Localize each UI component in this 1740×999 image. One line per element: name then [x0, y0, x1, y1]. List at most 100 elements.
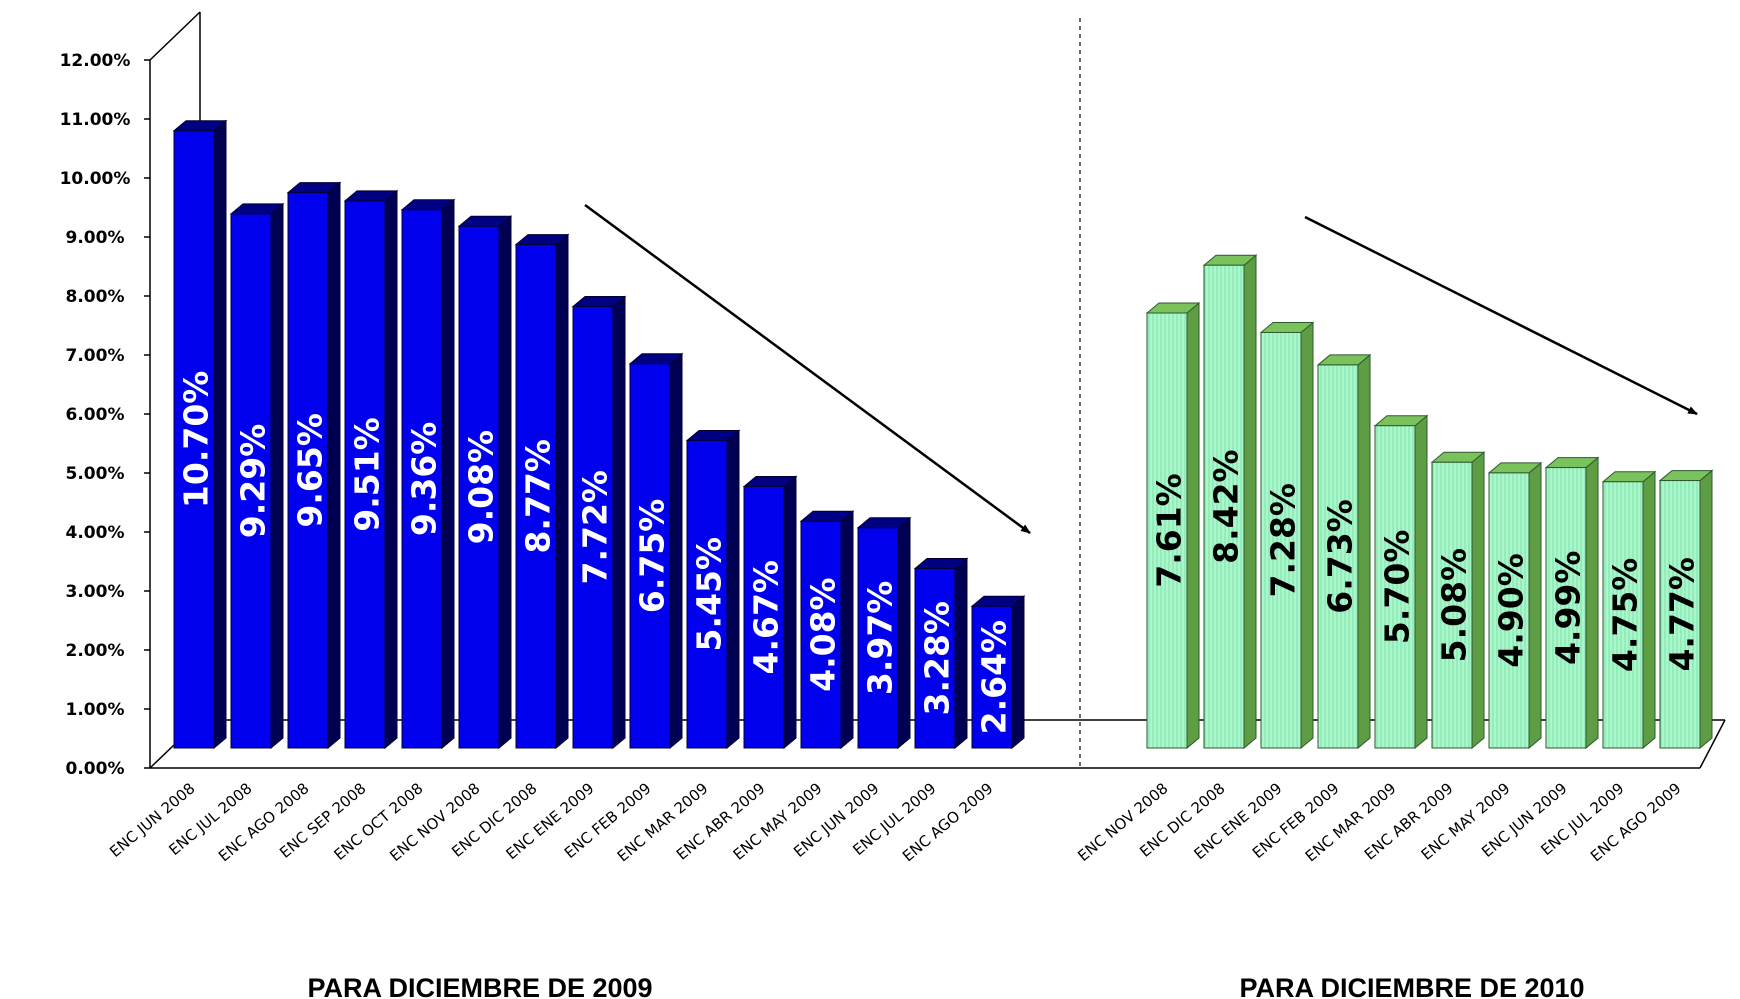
bar-side	[726, 429, 740, 750]
y-tick-label: 4.00%	[66, 523, 125, 543]
trend-arrow-2010	[1304, 215, 1698, 416]
data-label: 8.42%	[1207, 449, 1246, 564]
bar: 5.08%	[1430, 451, 1486, 750]
floor-right-edge	[1699, 719, 1726, 769]
bar: 9.36%	[400, 198, 456, 750]
bar: 5.70%	[1373, 414, 1429, 750]
bar-front	[1602, 481, 1644, 749]
trend-arrow-2009	[584, 203, 1031, 535]
bar-front	[1374, 425, 1416, 749]
data-label: 4.75%	[1606, 558, 1645, 673]
bar: 6.73%	[1316, 353, 1372, 750]
bar-side	[1471, 451, 1485, 750]
bar-side	[1243, 254, 1257, 750]
y-tick-label: 10.00%	[60, 169, 131, 189]
bar: 4.77%	[1658, 469, 1714, 750]
bar-side	[213, 119, 227, 750]
data-label: 8.77%	[519, 439, 558, 554]
y-tick-label: 3.00%	[66, 582, 125, 602]
bar-front	[458, 225, 500, 749]
data-label: 5.45%	[690, 537, 729, 652]
bar: 7.61%	[1145, 301, 1201, 750]
bar-side	[840, 510, 854, 750]
data-label: 7.61%	[1150, 473, 1189, 588]
bar-front	[914, 567, 956, 749]
bar-front	[1203, 264, 1245, 749]
bar: 7.72%	[571, 295, 627, 750]
data-label: 9.51%	[348, 417, 387, 531]
back-wall-top-edge	[149, 11, 201, 61]
data-label: 6.75%	[633, 499, 672, 614]
bar: 3.28%	[913, 557, 969, 750]
bar-side	[612, 295, 626, 750]
bar-side	[783, 475, 797, 750]
y-tick-label: 8.00%	[66, 287, 125, 307]
bar-front	[515, 244, 557, 749]
bar: 4.90%	[1487, 461, 1543, 750]
data-label: 9.29%	[234, 424, 273, 539]
data-label: 4.99%	[1549, 551, 1588, 666]
bar-side	[270, 202, 284, 750]
bar-front	[1659, 480, 1701, 749]
data-label: 4.90%	[1492, 553, 1531, 668]
bar-side	[384, 189, 398, 750]
data-label: 5.08%	[1435, 548, 1474, 663]
bar-side	[1011, 595, 1025, 750]
bar-front	[686, 439, 728, 749]
bar-side	[1414, 414, 1428, 750]
data-label: 4.77%	[1663, 557, 1702, 672]
bar-front	[629, 363, 671, 749]
bar-side	[669, 352, 683, 750]
bar-side	[1699, 469, 1713, 750]
bar: 10.70%	[172, 119, 228, 750]
bar-front	[857, 527, 899, 749]
y-tick-label: 1.00%	[66, 700, 125, 720]
bar-front	[1260, 331, 1302, 749]
bar: 8.42%	[1202, 254, 1258, 750]
bar-front	[230, 213, 272, 749]
data-label: 3.28%	[918, 601, 957, 716]
bar-side	[327, 181, 341, 750]
data-label: 4.67%	[747, 560, 786, 675]
bar: 9.65%	[286, 181, 342, 750]
bar-side	[1528, 461, 1542, 750]
bar-side	[954, 557, 968, 750]
bar: 9.08%	[457, 215, 513, 750]
bar-front	[344, 200, 386, 749]
bar: 4.75%	[1601, 470, 1657, 750]
bar: 4.08%	[799, 510, 855, 750]
bar: 4.67%	[742, 475, 798, 750]
y-tick-label: 12.00%	[60, 51, 131, 71]
y-tick-label: 6.00%	[66, 405, 125, 425]
y-tick-label: 5.00%	[66, 464, 125, 484]
bar-side	[1585, 456, 1599, 750]
bar-front	[1317, 364, 1359, 749]
data-label: 9.36%	[405, 422, 444, 537]
bar: 9.29%	[229, 202, 285, 750]
bar-side	[897, 516, 911, 750]
bar-front	[1545, 467, 1587, 749]
chart-title-2010: PARA DICIEMBRE DE 2010	[1239, 973, 1584, 999]
bar-side	[1186, 301, 1200, 750]
bar-side	[555, 233, 569, 750]
bar-side	[1300, 321, 1314, 750]
bar: 9.51%	[343, 189, 399, 750]
bar: 7.28%	[1259, 321, 1315, 750]
bar-marks: 10.70% 9.29% 9.65% 9.51% 9.36% 9.08% 8.77% 7.72…	[172, 119, 1714, 750]
bar-side	[441, 198, 455, 750]
y-tick-label: 9.00%	[66, 228, 125, 248]
bar-front	[1431, 461, 1473, 749]
bar-front	[800, 520, 842, 749]
y-tick-label: 0.00%	[66, 759, 125, 779]
bar: 6.75%	[628, 352, 684, 750]
bar-front	[1488, 472, 1530, 749]
bar: 5.45%	[685, 429, 741, 750]
y-axis-tick-labels: 0.00% 1.00% 2.00% 3.00% 4.00% 5.00% 6.00% 7.00%…	[60, 51, 150, 779]
y-tick-label: 2.00%	[66, 641, 125, 661]
bar-side	[1357, 353, 1371, 750]
bar-front	[971, 605, 1013, 749]
y-tick-label: 11.00%	[60, 110, 131, 130]
data-label: 9.65%	[291, 413, 330, 528]
